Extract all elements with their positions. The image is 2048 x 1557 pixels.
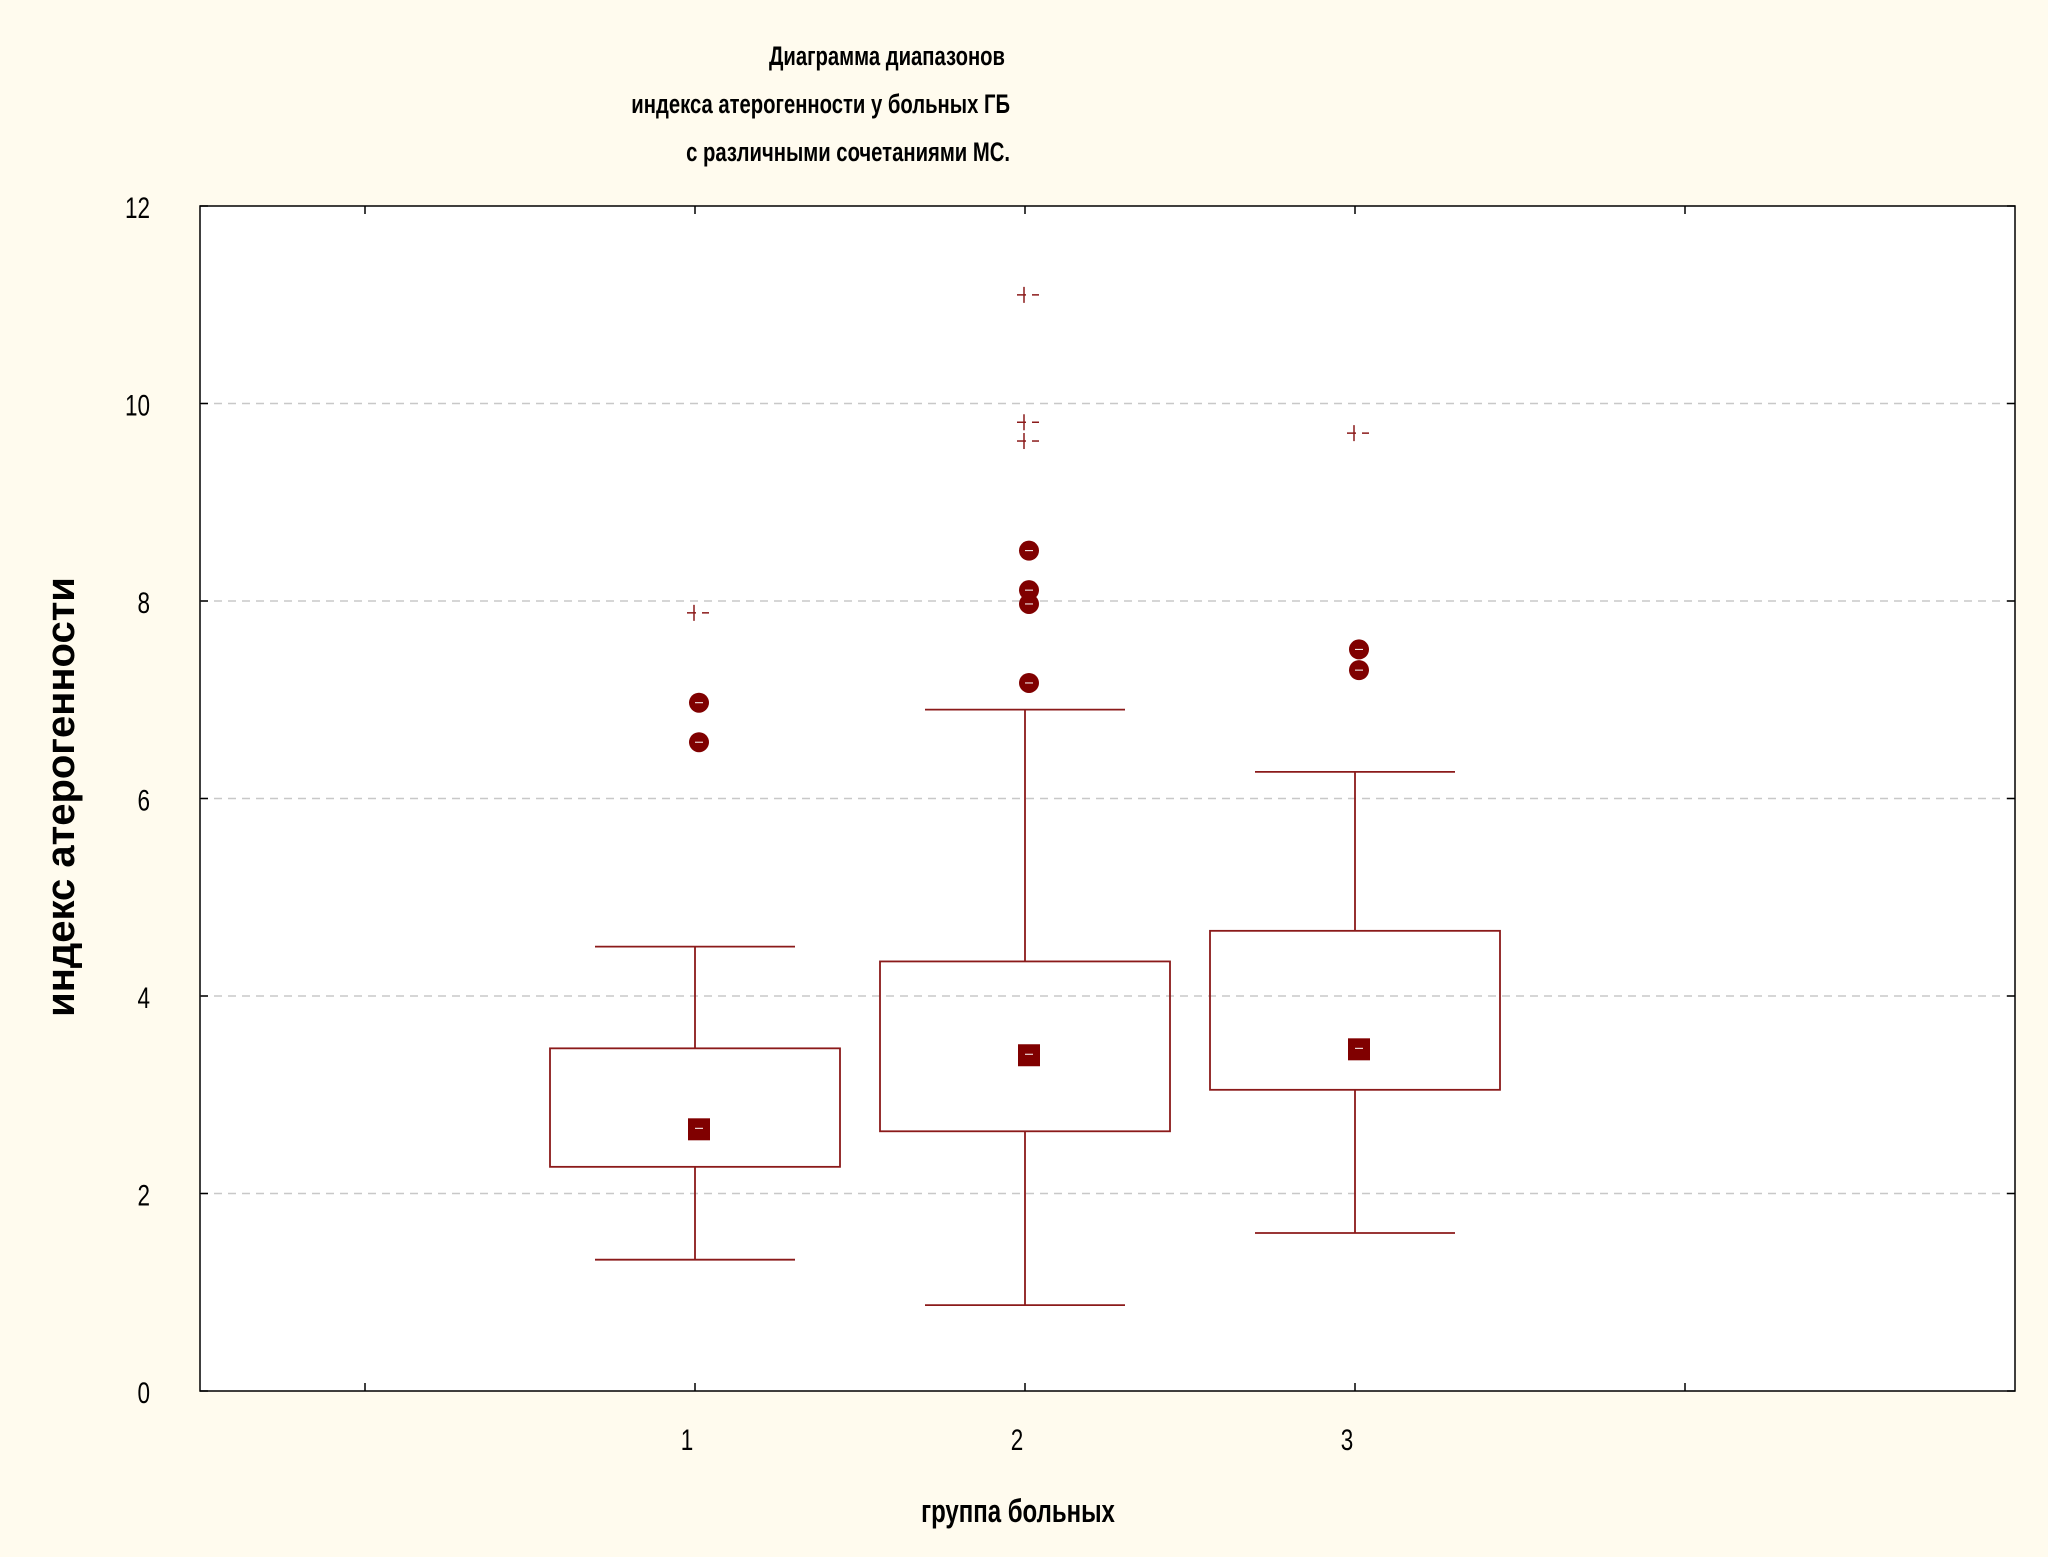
median-marker [688, 1118, 710, 1141]
y-tick-label: 4 [137, 981, 150, 1015]
box [1209, 929, 1501, 1091]
x-tick-label: 2 [1011, 1423, 1024, 1457]
chart-title-line-3: с различными сочетаниями МС. [686, 137, 1010, 168]
chart-title-line-2: индекса атерогенности у больных ГБ [631, 89, 1010, 120]
box [549, 1047, 841, 1168]
x-axis-label: группа больных [921, 1493, 1115, 1529]
y-tick-label: 0 [137, 1376, 150, 1410]
y-tick-label: 6 [137, 783, 150, 817]
y-axis-label: индекс атерогенности [39, 577, 83, 1017]
y-tick-label: 12 [125, 191, 150, 225]
y-tick-label: 10 [125, 388, 150, 422]
boxes [549, 286, 1501, 1306]
median-marker [1348, 1038, 1370, 1061]
median-marker [1018, 1044, 1040, 1067]
x-tick-label: 3 [1341, 1423, 1354, 1457]
box [879, 960, 1171, 1133]
grid-lines [200, 402, 2015, 1195]
y-tick-label: 8 [137, 586, 150, 620]
x-tick-label: 1 [681, 1423, 694, 1457]
y-tick-label: 2 [137, 1178, 150, 1212]
chart-title-line-1: Диаграмма диапазонов [769, 41, 1005, 72]
